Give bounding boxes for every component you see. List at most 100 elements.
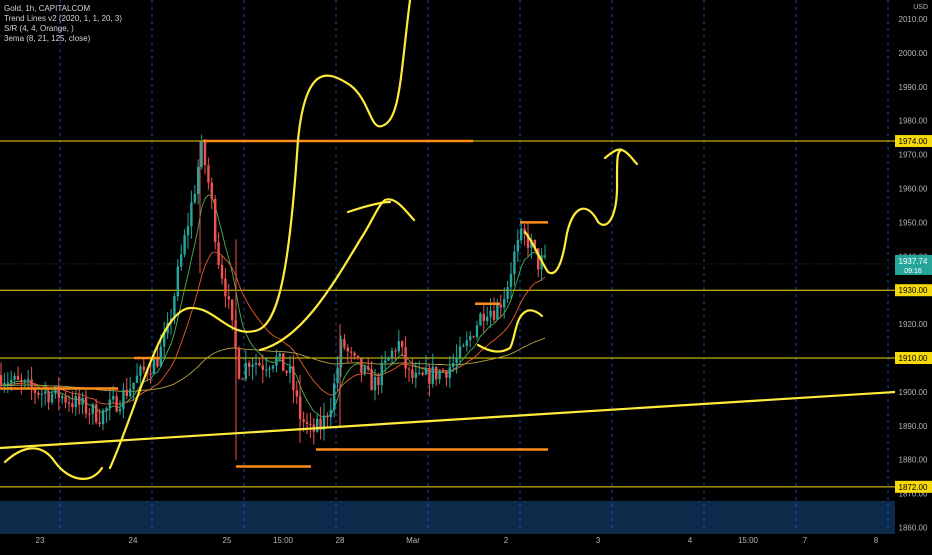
candle-body[interactable] bbox=[424, 368, 428, 375]
candle-body[interactable] bbox=[220, 264, 224, 279]
candle-body[interactable] bbox=[13, 375, 16, 380]
candle-body[interactable] bbox=[64, 396, 67, 403]
candle-body[interactable] bbox=[180, 254, 183, 267]
candle-body[interactable] bbox=[397, 341, 400, 352]
candle-body[interactable] bbox=[156, 357, 159, 367]
candle-body[interactable] bbox=[20, 379, 23, 382]
candle-body[interactable] bbox=[200, 141, 203, 167]
candle-body[interactable] bbox=[360, 358, 363, 373]
candle-body[interactable] bbox=[503, 298, 506, 308]
candle-body[interactable] bbox=[149, 373, 152, 375]
candle-body[interactable] bbox=[343, 339, 346, 348]
candle-body[interactable] bbox=[333, 383, 336, 410]
candle-body[interactable] bbox=[445, 371, 448, 378]
candle-body[interactable] bbox=[526, 233, 530, 248]
candle-body[interactable] bbox=[336, 367, 339, 384]
candle-body[interactable] bbox=[173, 296, 176, 319]
candle-body[interactable] bbox=[129, 389, 132, 396]
candle-body[interactable] bbox=[482, 313, 485, 322]
candle-body[interactable] bbox=[207, 165, 210, 183]
candle-body[interactable] bbox=[486, 316, 489, 322]
candle-body[interactable] bbox=[384, 360, 387, 363]
candle-body[interactable] bbox=[329, 409, 332, 418]
candle-body[interactable] bbox=[455, 357, 458, 364]
candle-body[interactable] bbox=[282, 353, 285, 372]
candle-body[interactable] bbox=[57, 386, 60, 399]
candle-body[interactable] bbox=[479, 313, 482, 326]
candle-body[interactable] bbox=[353, 352, 356, 356]
candle-body[interactable] bbox=[186, 226, 190, 236]
candle-body[interactable] bbox=[380, 362, 383, 386]
candle-body[interactable] bbox=[295, 390, 298, 397]
candle-body[interactable] bbox=[40, 393, 43, 395]
candle-body[interactable] bbox=[319, 418, 322, 430]
candle-body[interactable] bbox=[513, 251, 516, 275]
candle-body[interactable] bbox=[44, 391, 47, 394]
candle-body[interactable] bbox=[163, 333, 166, 347]
candle-body[interactable] bbox=[268, 368, 271, 370]
candle-body[interactable] bbox=[309, 424, 312, 426]
candle-body[interactable] bbox=[3, 383, 6, 386]
candle-body[interactable] bbox=[88, 413, 91, 415]
candle-body[interactable] bbox=[496, 304, 499, 320]
candle-body[interactable] bbox=[305, 421, 309, 425]
candle-body[interactable] bbox=[244, 362, 247, 379]
candle-body[interactable] bbox=[373, 377, 377, 391]
candle-body[interactable] bbox=[231, 299, 234, 321]
candle-body[interactable] bbox=[278, 353, 281, 357]
indicator-trend-lines[interactable]: Trend Lines v2 (2020, 1, 1, 20, 3) bbox=[4, 14, 122, 23]
candle-body[interactable] bbox=[441, 371, 445, 373]
candle-body[interactable] bbox=[61, 396, 64, 399]
trend-drawing[interactable] bbox=[346, 200, 392, 214]
candle-body[interactable] bbox=[322, 415, 326, 430]
candle-body[interactable] bbox=[132, 382, 135, 390]
candle-body[interactable] bbox=[418, 372, 421, 374]
candle-body[interactable] bbox=[458, 346, 462, 358]
candle-body[interactable] bbox=[390, 350, 394, 358]
candle-body[interactable] bbox=[50, 393, 54, 403]
sr-price-tag[interactable] bbox=[895, 135, 932, 148]
candle-body[interactable] bbox=[176, 266, 179, 297]
indicator-3ema[interactable]: 3ema (8, 21, 125, close) bbox=[4, 34, 91, 43]
candle-body[interactable] bbox=[452, 363, 455, 367]
candle-body[interactable] bbox=[265, 369, 268, 371]
candle-body[interactable] bbox=[241, 378, 244, 380]
sr-price-tag[interactable] bbox=[895, 352, 932, 364]
candle-body[interactable] bbox=[435, 366, 438, 380]
candle-body[interactable] bbox=[261, 365, 264, 370]
candle-body[interactable] bbox=[499, 304, 502, 308]
sr-price-tag[interactable] bbox=[895, 284, 932, 297]
candle-body[interactable] bbox=[139, 366, 142, 376]
candle-body[interactable] bbox=[197, 166, 200, 194]
candle-body[interactable] bbox=[108, 399, 111, 409]
candle-body[interactable] bbox=[537, 248, 540, 270]
candle-body[interactable] bbox=[152, 357, 156, 375]
candle-body[interactable] bbox=[448, 366, 451, 378]
candle-body[interactable] bbox=[326, 415, 329, 418]
candle-body[interactable] bbox=[285, 371, 288, 373]
candle-body[interactable] bbox=[71, 403, 74, 408]
trend-drawing[interactable] bbox=[108, 0, 412, 470]
candle-body[interactable] bbox=[122, 389, 125, 409]
candle-body[interactable] bbox=[506, 287, 509, 299]
trend-drawing[interactable] bbox=[603, 148, 639, 166]
candle-body[interactable] bbox=[203, 141, 207, 166]
candle-body[interactable] bbox=[54, 386, 57, 394]
candle-body[interactable] bbox=[84, 397, 88, 414]
candle-body[interactable] bbox=[367, 366, 370, 370]
candle-body[interactable] bbox=[237, 348, 241, 379]
candle-body[interactable] bbox=[224, 278, 227, 297]
candle-body[interactable] bbox=[16, 375, 20, 380]
current-price-tag[interactable] bbox=[895, 254, 932, 275]
candle-body[interactable] bbox=[271, 365, 275, 369]
candle-body[interactable] bbox=[520, 228, 523, 241]
candle-body[interactable] bbox=[125, 389, 128, 396]
candle-body[interactable] bbox=[23, 380, 26, 382]
candle-body[interactable] bbox=[302, 419, 305, 422]
candle-body[interactable] bbox=[135, 375, 139, 383]
candle-body[interactable] bbox=[258, 362, 261, 366]
candle-body[interactable] bbox=[95, 404, 98, 423]
candle-body[interactable] bbox=[428, 368, 431, 384]
candle-body[interactable] bbox=[118, 408, 122, 412]
